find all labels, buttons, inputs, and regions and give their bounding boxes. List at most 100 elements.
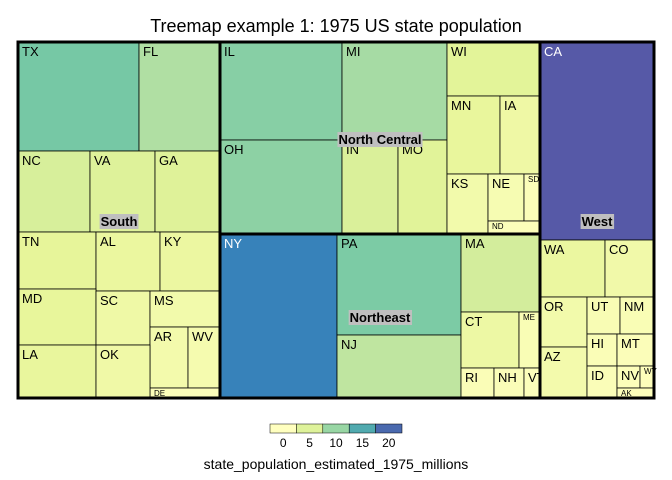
tile-label-ma: MA [465, 236, 485, 251]
legend-tick-label: 0 [280, 436, 287, 450]
tile-label-ri: RI [465, 370, 478, 385]
region-label-bg [337, 132, 423, 147]
legend-swatch [296, 423, 324, 434]
tile-label-ny: NY [224, 236, 242, 251]
tile-label-ne: NE [492, 176, 510, 191]
tile-label-nh: NH [498, 370, 517, 385]
legend-swatch [375, 423, 403, 434]
chart-title: Treemap example 1: 1975 US state populat… [150, 16, 522, 36]
legend-ticks: 0 5 10 15 20 [280, 436, 396, 450]
tile-label-ia: IA [504, 98, 517, 113]
region-label-bg [348, 310, 413, 325]
tile-label-sc: SC [100, 293, 118, 308]
legend-tick-label: 5 [306, 436, 313, 450]
tile-label-nv: NV [621, 368, 639, 383]
region-label-west: West [580, 214, 615, 229]
tile-il [219, 41, 343, 141]
tile-label-nj: NJ [341, 337, 357, 352]
tile-label-il: IL [224, 44, 235, 59]
tile-label-fl: FL [143, 44, 158, 59]
tile-ky [159, 231, 221, 292]
region-borders [16, 40, 656, 400]
tile-label-co: CO [609, 242, 629, 257]
region-label-text: West [582, 214, 613, 229]
tile-ne [487, 173, 525, 222]
tile-label-me: ME [523, 313, 535, 322]
legend-swatches [269, 423, 403, 434]
tile-label-ar: AR [154, 329, 172, 344]
tile-label-wa: WA [544, 242, 565, 257]
legend-title: state_population_estimated_1975_millions [204, 456, 469, 472]
tile-az [539, 346, 588, 399]
tile-label-nc: NC [22, 153, 41, 168]
tile-nc [17, 150, 91, 233]
region-label-south: South [99, 214, 139, 229]
tile-label-de: DE [154, 389, 165, 398]
region-label-northeast: Northeast [348, 310, 413, 325]
tile-ri [460, 367, 495, 399]
legend-swatch [322, 423, 350, 434]
tile-label-tn: TN [22, 234, 39, 249]
tile-sc [95, 290, 151, 346]
tile-label-va: VA [94, 153, 111, 168]
tile-tx [17, 41, 140, 152]
tile-label-hi: HI [591, 336, 604, 351]
tile-label-id: ID [591, 368, 604, 383]
tile-label-oh: OH [224, 142, 244, 157]
tile-md [17, 288, 97, 346]
tile-label-mn: MN [451, 98, 471, 113]
tile-label-mt: MT [621, 336, 640, 351]
tile-ny [219, 233, 338, 399]
tile-ok [95, 344, 151, 399]
legend-swatch [348, 423, 376, 434]
region-label-bg [99, 214, 139, 229]
tile-mn [446, 95, 501, 175]
tile-ma [460, 233, 541, 313]
tile-al [95, 231, 161, 292]
tile-label-ak: AK [621, 389, 632, 398]
tile-label-md: MD [22, 291, 42, 306]
region-label-north-central: North Central [337, 132, 423, 147]
tile-label-az: AZ [544, 349, 561, 364]
tile-label-wy: WY [644, 367, 658, 376]
tile-label-ca: CA [544, 44, 562, 59]
tile-id [586, 365, 618, 399]
legend-tick-label: 10 [329, 436, 343, 450]
legend-tick-label: 20 [382, 436, 396, 450]
tile-nh [493, 367, 525, 399]
region-label-bg [580, 214, 615, 229]
tile-label-al: AL [100, 234, 116, 249]
tile-mt [616, 333, 655, 367]
tile-label-wv: WV [192, 329, 213, 344]
tile-label-ok: OK [100, 347, 119, 362]
region-label-text: South [101, 214, 138, 229]
tile-label-la: LA [22, 347, 38, 362]
tile-label-tx: TX [22, 44, 39, 59]
tile-label-nd: ND [492, 222, 504, 231]
tile-in [341, 139, 399, 235]
tile-wi [446, 41, 541, 97]
tile-label-wi: WI [451, 44, 467, 59]
tile-oh [219, 139, 343, 235]
region-label-text: Northeast [350, 310, 411, 325]
tile-mi [341, 41, 448, 141]
tile-label-ga: GA [159, 153, 178, 168]
tile-label-ks: KS [451, 176, 469, 191]
tile-label-ct: CT [465, 314, 482, 329]
tile-mo [397, 139, 448, 235]
legend: 0 5 10 15 20 state_population_estimated_1975… [204, 423, 469, 472]
tile-label-pa: PA [341, 236, 358, 251]
tile-hi [586, 333, 618, 367]
tile-label-or: OR [544, 299, 564, 314]
tile-label-ut: UT [591, 299, 608, 314]
tile-label-ms: MS [154, 293, 174, 308]
tile-ga [154, 150, 221, 233]
region-label-text: North Central [338, 132, 421, 147]
region-labels: South North Central Northeast West [99, 132, 615, 325]
tile-wv [187, 326, 221, 389]
tile-ca [539, 41, 655, 241]
tile-nj [336, 334, 462, 399]
legend-tick-label: 15 [356, 436, 370, 450]
